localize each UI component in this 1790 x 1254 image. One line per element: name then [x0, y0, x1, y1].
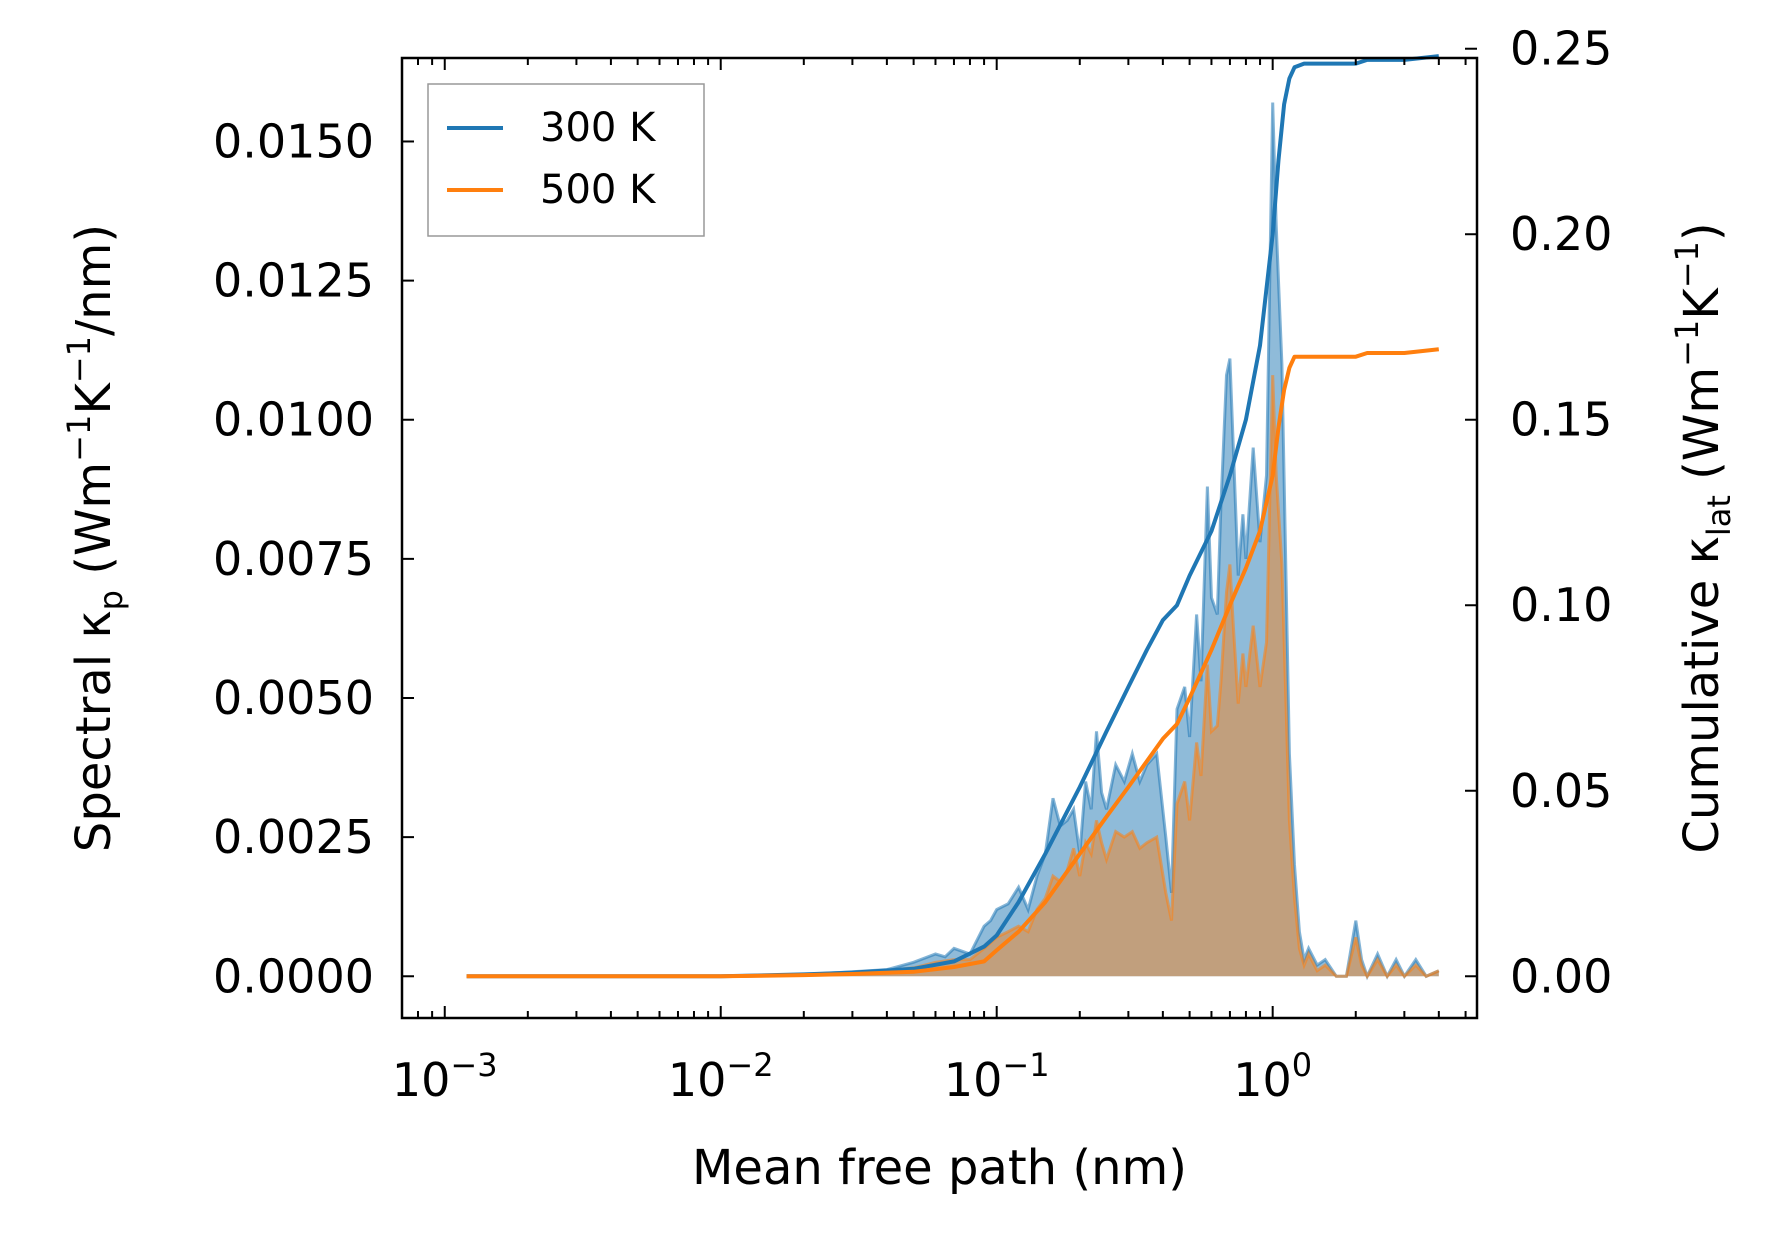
- axis-labels: 10−3 10−2 10−1 100 0.0000 0.0025 0.0050 0.0075 0…: [60, 22, 1738, 1196]
- y-left-tick-label: 0.0000: [213, 949, 374, 1003]
- spectral-line-2: [466, 375, 1440, 980]
- y-right-tick-label: 0.05: [1510, 764, 1612, 818]
- y-left-tick-label: 0.0025: [213, 810, 374, 864]
- x-axis-title: Mean free path (nm): [692, 1140, 1187, 1196]
- y-right-tick-label: 0.00: [1510, 949, 1612, 1003]
- y-left-axis-title: Spectral κp (Wm−1K−1/nm): [60, 224, 130, 852]
- x-tick-label: 10−3: [392, 1046, 498, 1107]
- y-left-tick-label: 0.0100: [213, 393, 374, 447]
- y-left-tick-label: 0.0150: [213, 114, 374, 168]
- plot-frame: [400, 56, 1479, 1020]
- y-left-tick-label: 0.0125: [213, 254, 374, 308]
- y-left-tick-label: 0.0050: [213, 671, 374, 725]
- spectral-fills: [466, 102, 1440, 981]
- y-right-tick-label: 0.20: [1510, 207, 1612, 261]
- y-right-axis-title: Cumulative κlat (Wm−1K−1): [1668, 222, 1738, 853]
- spectral-fill-2: [466, 375, 1439, 977]
- y-right-tick-label: 0.10: [1510, 578, 1612, 632]
- x-tick-label: 10−1: [944, 1046, 1050, 1107]
- y-right-tick-label: 0.15: [1510, 393, 1612, 447]
- legend-label-1: 300 K: [540, 105, 657, 151]
- legend-box: [427, 83, 705, 237]
- x-tick-label: 100: [1233, 1046, 1312, 1107]
- legend: 300 K 500 K: [427, 83, 705, 237]
- spectral-line-1: [466, 102, 1440, 981]
- data-curves: [466, 54, 1440, 979]
- cumulative-line-2: [466, 347, 1440, 979]
- cumulative-line-1: [466, 54, 1440, 979]
- legend-label-2: 500 K: [540, 167, 657, 213]
- x-tick-label: 10−2: [668, 1046, 774, 1107]
- y-left-tick-label: 0.0075: [213, 532, 374, 586]
- y-right-tick-label: 0.25: [1510, 22, 1612, 76]
